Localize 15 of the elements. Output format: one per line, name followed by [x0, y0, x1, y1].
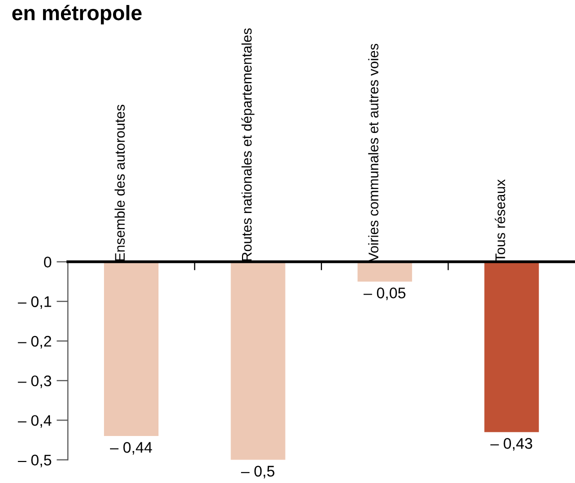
data-label: – 0,43 — [490, 438, 532, 451]
x-tick-label: Voiries communales et autres voies — [368, 44, 378, 262]
y-tick-label: – 0,3 — [18, 375, 52, 388]
y-tick-label: – 0,2 — [18, 336, 52, 348]
y-tick-label: – 0,1 — [18, 296, 52, 309]
data-label: – 0,44 — [110, 442, 152, 455]
data-label: – 0,05 — [364, 288, 406, 300]
chart-title: en métropole — [12, 4, 142, 24]
y-tick-label: – 0,5 — [18, 454, 52, 468]
x-tick-label: Routes nationales et départementales — [241, 28, 254, 261]
y-tick-label: – 0,4 — [18, 415, 52, 428]
x-tick-label: Ensemble des autoroutes — [114, 104, 125, 261]
data-label: – 0,5 — [241, 466, 274, 478]
y-tick-label: 0 — [44, 256, 52, 268]
x-tick-label: Tous réseaux — [494, 179, 506, 262]
